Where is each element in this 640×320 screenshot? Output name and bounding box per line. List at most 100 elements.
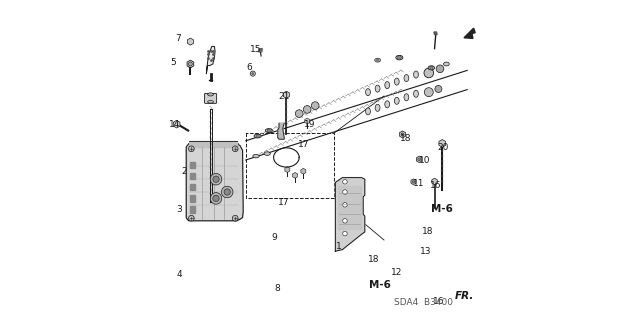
Polygon shape xyxy=(187,60,194,68)
Circle shape xyxy=(212,195,219,202)
Circle shape xyxy=(189,146,195,152)
Circle shape xyxy=(312,102,319,109)
Polygon shape xyxy=(411,179,416,185)
Text: 3: 3 xyxy=(177,205,182,214)
Polygon shape xyxy=(284,91,289,98)
Circle shape xyxy=(436,65,444,73)
Text: 9: 9 xyxy=(272,233,277,242)
Ellipse shape xyxy=(394,78,399,85)
Polygon shape xyxy=(191,184,195,190)
Circle shape xyxy=(210,173,222,185)
Text: 20: 20 xyxy=(438,143,449,152)
Ellipse shape xyxy=(413,90,419,97)
Circle shape xyxy=(303,106,311,113)
Circle shape xyxy=(256,134,259,138)
Ellipse shape xyxy=(375,104,380,111)
Ellipse shape xyxy=(444,62,449,66)
Polygon shape xyxy=(191,162,195,168)
Circle shape xyxy=(343,219,347,223)
Polygon shape xyxy=(417,156,422,163)
Circle shape xyxy=(376,59,380,62)
Polygon shape xyxy=(464,28,475,38)
Ellipse shape xyxy=(365,108,371,115)
Ellipse shape xyxy=(394,97,399,104)
Circle shape xyxy=(232,215,238,221)
Polygon shape xyxy=(206,46,215,74)
Text: 14: 14 xyxy=(169,120,180,129)
Circle shape xyxy=(189,62,192,66)
Polygon shape xyxy=(191,173,195,179)
Ellipse shape xyxy=(375,85,380,92)
Circle shape xyxy=(221,186,233,198)
Text: 19: 19 xyxy=(304,120,316,129)
Ellipse shape xyxy=(375,58,380,62)
Text: 8: 8 xyxy=(274,284,280,293)
Text: 10: 10 xyxy=(419,156,431,165)
Circle shape xyxy=(430,66,433,69)
Circle shape xyxy=(252,73,254,75)
Circle shape xyxy=(424,68,434,78)
Text: 15: 15 xyxy=(250,45,262,54)
Text: 6: 6 xyxy=(247,63,252,72)
Polygon shape xyxy=(335,178,365,251)
Ellipse shape xyxy=(207,93,214,96)
Polygon shape xyxy=(173,120,180,128)
Polygon shape xyxy=(285,167,290,172)
Circle shape xyxy=(268,129,271,132)
Circle shape xyxy=(296,110,303,117)
Circle shape xyxy=(189,215,195,221)
Ellipse shape xyxy=(254,134,261,138)
Text: 18: 18 xyxy=(368,255,380,264)
Polygon shape xyxy=(301,168,306,174)
Ellipse shape xyxy=(207,100,214,103)
Ellipse shape xyxy=(385,82,390,89)
Ellipse shape xyxy=(404,75,409,82)
Circle shape xyxy=(401,133,404,136)
Text: M-6: M-6 xyxy=(369,280,391,291)
Text: 2: 2 xyxy=(181,167,187,176)
Polygon shape xyxy=(191,195,195,202)
Circle shape xyxy=(418,158,420,161)
Polygon shape xyxy=(259,49,262,52)
Polygon shape xyxy=(432,178,437,185)
Polygon shape xyxy=(434,32,437,35)
Circle shape xyxy=(412,180,415,183)
Text: 4: 4 xyxy=(177,270,182,279)
Polygon shape xyxy=(305,118,310,124)
Circle shape xyxy=(343,180,347,184)
Text: 21: 21 xyxy=(278,92,290,101)
Circle shape xyxy=(232,146,238,152)
Polygon shape xyxy=(189,141,237,147)
Text: 17: 17 xyxy=(278,198,290,207)
Circle shape xyxy=(212,176,219,182)
Ellipse shape xyxy=(264,152,270,155)
Polygon shape xyxy=(278,123,284,139)
Text: FR.: FR. xyxy=(455,291,474,301)
FancyBboxPatch shape xyxy=(205,93,216,103)
Text: 18: 18 xyxy=(422,227,433,236)
Text: 16: 16 xyxy=(433,297,444,306)
Text: 5: 5 xyxy=(171,58,176,67)
Circle shape xyxy=(435,85,442,92)
Text: 16: 16 xyxy=(430,181,442,190)
Circle shape xyxy=(250,71,255,76)
Text: 17: 17 xyxy=(298,140,309,149)
Ellipse shape xyxy=(428,66,435,70)
Polygon shape xyxy=(292,172,298,178)
Polygon shape xyxy=(338,186,361,229)
Polygon shape xyxy=(439,140,445,147)
Text: M-6: M-6 xyxy=(431,204,453,214)
Text: 7: 7 xyxy=(176,34,181,43)
Circle shape xyxy=(343,190,347,194)
Ellipse shape xyxy=(396,55,403,60)
Ellipse shape xyxy=(266,129,273,132)
Circle shape xyxy=(210,193,222,204)
Polygon shape xyxy=(191,206,195,213)
Ellipse shape xyxy=(404,94,409,101)
Text: SDA4  B3400: SDA4 B3400 xyxy=(394,298,454,307)
Ellipse shape xyxy=(365,89,371,96)
Polygon shape xyxy=(186,142,243,221)
Text: 12: 12 xyxy=(391,268,403,277)
Text: 13: 13 xyxy=(420,247,431,256)
Polygon shape xyxy=(188,38,193,45)
